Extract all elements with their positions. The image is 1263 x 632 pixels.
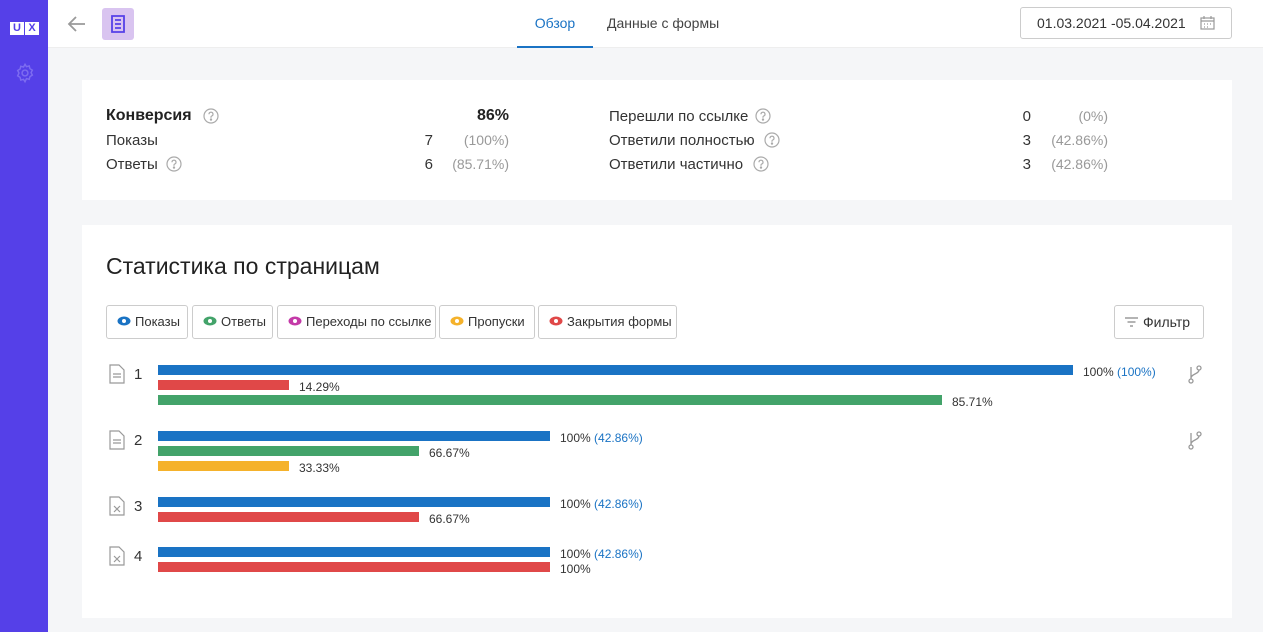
- bar-label: 100% (100%): [1083, 365, 1156, 379]
- bar-label: 66.67%: [429, 512, 470, 526]
- conversion-value: 86%: [476, 107, 509, 124]
- app-logo[interactable]: U X: [10, 22, 40, 35]
- shows-pct: (100%): [463, 132, 509, 148]
- legend-shows[interactable]: Показы: [106, 305, 188, 339]
- legend-label: Показы: [135, 314, 180, 329]
- bar-label: 100% (42.86%): [560, 431, 643, 445]
- bar-answers[interactable]: [158, 395, 942, 405]
- bar-sublabel: (42.86%): [590, 497, 643, 511]
- help-icon[interactable]: [203, 108, 219, 124]
- followed-value: 0: [1022, 108, 1031, 125]
- branch-icon[interactable]: [1186, 364, 1204, 384]
- bar-shows[interactable]: [158, 547, 550, 557]
- page-number: 2: [134, 432, 143, 449]
- page-close-icon: [109, 496, 125, 516]
- filter-icon: [1125, 317, 1138, 327]
- summary-card: Конверсия 86% Показы 7 (100%) Ответы 6 (…: [82, 80, 1232, 200]
- bar-shows[interactable]: [158, 497, 550, 507]
- legend-skips[interactable]: Пропуски: [439, 305, 535, 339]
- eye-icon: [549, 316, 563, 326]
- help-icon[interactable]: [753, 156, 769, 172]
- tab-overview[interactable]: Обзор: [517, 0, 593, 48]
- page-stats-card: Статистика по страницам Показы Ответы Пе…: [82, 225, 1232, 618]
- bar-answers[interactable]: [158, 446, 419, 456]
- full-value: 3: [1022, 132, 1031, 149]
- page-number: 4: [134, 548, 143, 565]
- sidebar: U X: [0, 0, 48, 632]
- tab-form-data[interactable]: Данные с формы: [607, 15, 720, 31]
- partial-label: Ответили частично: [609, 156, 744, 173]
- partial-value: 3: [1022, 156, 1031, 173]
- partial-pct: (42.86%): [1051, 156, 1108, 172]
- top-bar: Обзор Данные с формы 01.03.2021 -05.04.2…: [48, 0, 1263, 48]
- bar-closes[interactable]: [158, 380, 289, 390]
- eye-icon: [203, 316, 217, 326]
- bar-shows[interactable]: [158, 365, 1073, 375]
- filter-button[interactable]: Фильтр: [1114, 305, 1204, 339]
- section-title: Статистика по страницам: [106, 253, 380, 279]
- legend-link-clicks[interactable]: Переходы по ссылке: [277, 305, 436, 339]
- bar-label: 33.33%: [299, 461, 340, 475]
- eye-icon: [117, 316, 131, 326]
- bar-skips[interactable]: [158, 461, 289, 471]
- followed-label: Перешли по ссылке: [609, 108, 749, 125]
- legend-label: Переходы по ссылке: [306, 314, 432, 329]
- branch-icon[interactable]: [1186, 430, 1204, 450]
- bar-sublabel: (42.86%): [590, 431, 643, 445]
- bar-shows[interactable]: [158, 431, 550, 441]
- conversion-label: Конверсия: [106, 107, 192, 124]
- legend-answers[interactable]: Ответы: [192, 305, 273, 339]
- help-icon[interactable]: [764, 132, 780, 148]
- page-icon: [109, 364, 125, 384]
- answers-value: 6: [424, 156, 433, 173]
- logo-letter-u: U: [10, 22, 24, 35]
- form-icon: [102, 8, 134, 40]
- bar-label: 66.67%: [429, 446, 470, 460]
- date-range-picker[interactable]: 01.03.2021 -05.04.2021: [1020, 7, 1232, 39]
- bar-closes[interactable]: [158, 512, 419, 522]
- bar-sublabel: (100%): [1113, 365, 1156, 379]
- followed-pct: (0%): [1078, 108, 1108, 124]
- help-icon[interactable]: [166, 156, 182, 172]
- shows-label: Показы: [106, 132, 158, 149]
- gear-icon[interactable]: [14, 62, 36, 84]
- logo-letter-x: X: [25, 22, 39, 35]
- eye-icon: [288, 316, 302, 326]
- legend-label: Пропуски: [468, 314, 525, 329]
- date-range-value: 01.03.2021 -05.04.2021: [1037, 15, 1186, 31]
- full-pct: (42.86%): [1051, 132, 1108, 148]
- legend-label: Ответы: [221, 314, 266, 329]
- answers-label: Ответы: [106, 156, 158, 173]
- shows-value: 7: [424, 132, 433, 149]
- page-icon: [109, 430, 125, 450]
- full-label: Ответили полностью: [609, 132, 755, 149]
- answers-pct: (85.71%): [452, 156, 509, 172]
- bar-closes[interactable]: [158, 562, 550, 572]
- page-number: 1: [134, 366, 143, 383]
- legend-label: Закрытия формы: [567, 314, 672, 329]
- back-arrow-icon[interactable]: [66, 13, 88, 35]
- help-icon[interactable]: [755, 108, 771, 124]
- bar-label: 100% (42.86%): [560, 497, 643, 511]
- bar-label: 14.29%: [299, 380, 340, 394]
- page-close-icon: [109, 546, 125, 566]
- legend-form-closes[interactable]: Закрытия формы: [538, 305, 677, 339]
- calendar-icon: [1200, 16, 1215, 30]
- bar-label: 100% (42.86%): [560, 547, 643, 561]
- filter-label: Фильтр: [1143, 314, 1191, 330]
- bar-sublabel: (42.86%): [590, 547, 643, 561]
- page-number: 3: [134, 498, 143, 515]
- eye-icon: [450, 316, 464, 326]
- bar-label: 85.71%: [952, 395, 993, 409]
- bar-label: 100%: [560, 562, 591, 576]
